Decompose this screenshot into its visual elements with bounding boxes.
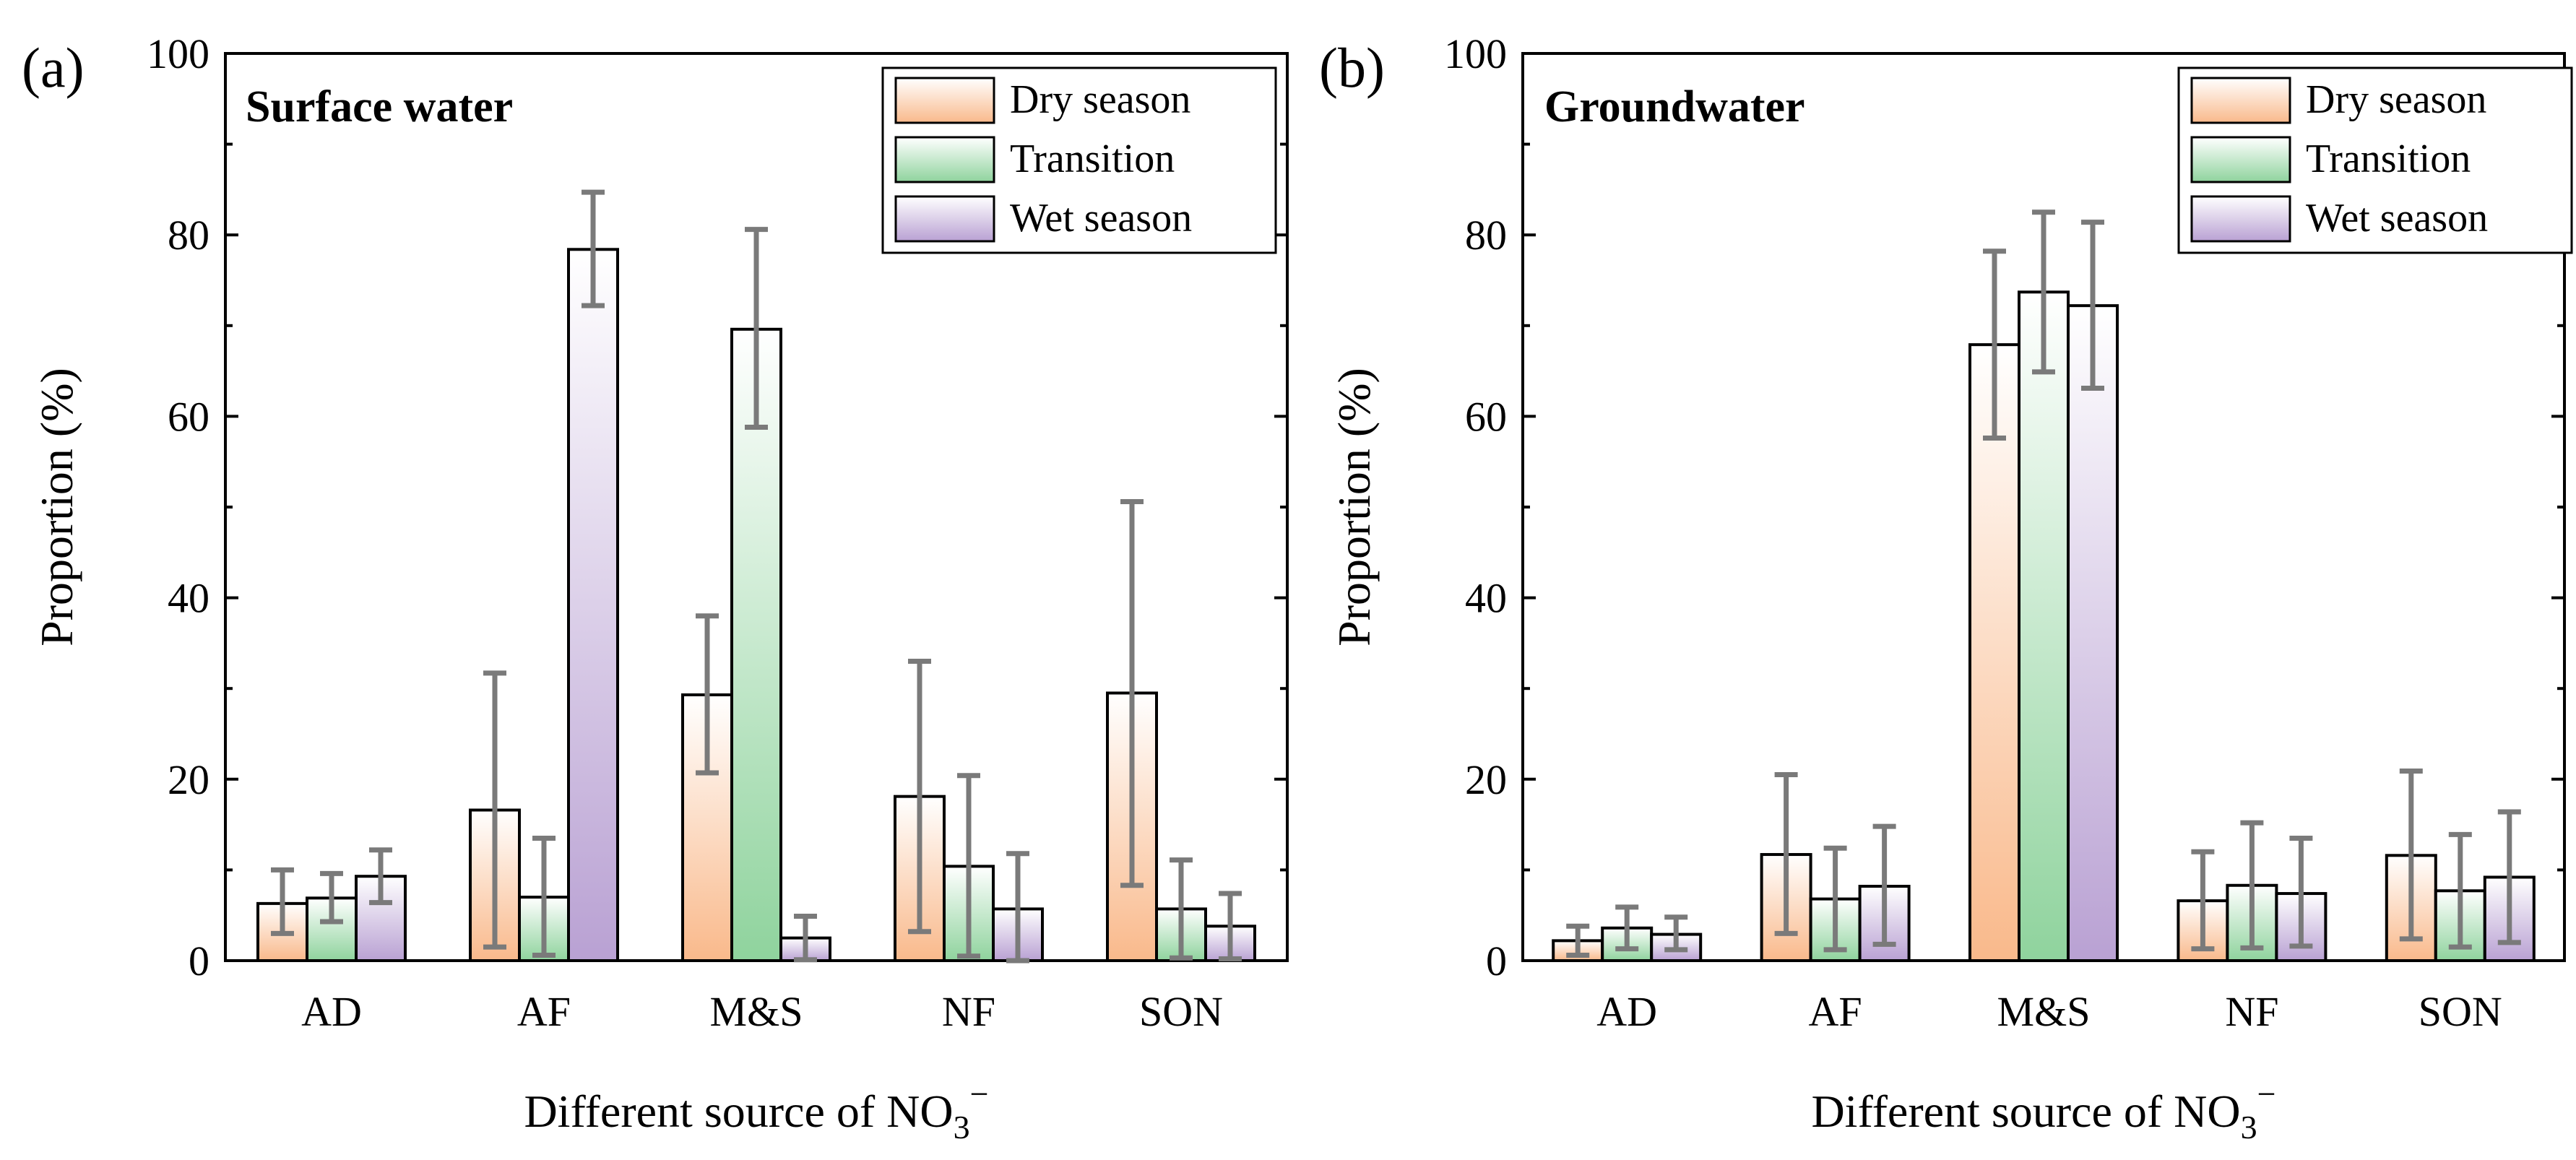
- bar-wet-M&S: [2067, 304, 2119, 962]
- x-tick-label: NF: [942, 988, 995, 1035]
- y-tick-label: 100: [1444, 30, 1507, 77]
- legend-swatch-transition: [2190, 136, 2291, 183]
- legend-swatch-dry: [2190, 77, 2291, 124]
- x-tick-label: M&S: [1997, 988, 2091, 1035]
- panel-letter: (a): [22, 36, 85, 99]
- chart-title: Groundwater: [1544, 82, 1805, 131]
- legend-label-transition: Transition: [2306, 137, 2471, 181]
- legend-label-wet: Wet season: [1010, 196, 1192, 241]
- bar-wet-AF: [567, 248, 619, 962]
- x-tick-label: SON: [2419, 988, 2502, 1035]
- x-tick-label: AF: [517, 988, 571, 1035]
- panel-letter: (b): [1319, 36, 1385, 99]
- legend-label-dry: Dry season: [1010, 77, 1190, 122]
- chart-title: Surface water: [246, 82, 513, 131]
- chart-panel-b: (b) Groundwater 0 20 40 60 80 100 Proportion (%)…: [1319, 30, 2573, 1146]
- y-tick-label: 0: [1486, 938, 1507, 984]
- legend-label-dry: Dry season: [2306, 77, 2486, 122]
- x-axis-label: Different source of NO3−: [524, 1075, 988, 1146]
- x-tick-label: SON: [1139, 988, 1223, 1035]
- y-tick-label: 60: [1465, 393, 1507, 440]
- y-tick-label: 80: [1465, 212, 1507, 259]
- y-tick-label: 40: [1465, 575, 1507, 622]
- legend-swatch-wet: [2190, 195, 2291, 243]
- y-axis-label: Proportion (%): [31, 368, 82, 646]
- y-tick-label: 0: [189, 938, 209, 984]
- x-tick-label: M&S: [710, 988, 803, 1035]
- y-tick-label: 80: [168, 212, 209, 259]
- legend-swatch-transition: [894, 136, 995, 183]
- legend-swatch-dry: [894, 77, 995, 124]
- chart-panel-a: (a) Surface water 0 20 40 60 80 100 Proportion (…: [22, 30, 1289, 1146]
- legend-swatch-wet: [894, 195, 995, 243]
- legend-label-wet: Wet season: [2306, 196, 2488, 241]
- y-tick-label: 60: [168, 393, 209, 440]
- x-axis-label: Different source of NO3−: [1811, 1075, 2275, 1146]
- y-tick-label: 40: [168, 575, 209, 622]
- y-axis-label: Proportion (%): [1328, 368, 1380, 646]
- y-tick-label: 20: [1465, 756, 1507, 803]
- bar-transition-M&S: [2018, 290, 2070, 962]
- legend-label-transition: Transition: [1010, 137, 1175, 181]
- x-tick-label: AF: [1809, 988, 1862, 1035]
- x-tick-label: AD: [1596, 988, 1657, 1035]
- x-tick-label: AD: [301, 988, 362, 1035]
- y-tick-label: 20: [168, 756, 209, 803]
- y-tick-label: 100: [147, 30, 209, 77]
- x-tick-label: NF: [2225, 988, 2278, 1035]
